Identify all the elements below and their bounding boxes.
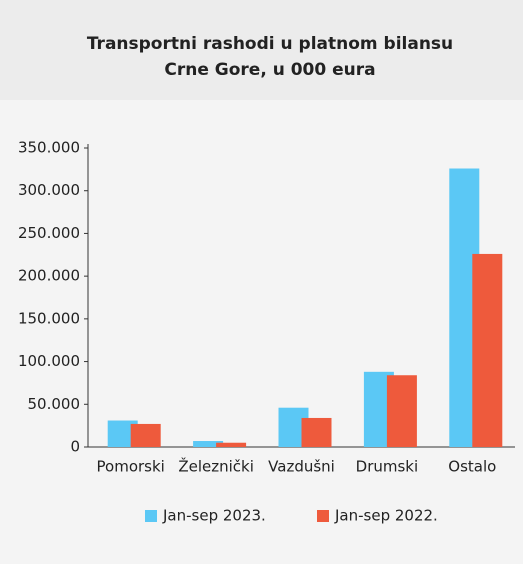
chart-title: Crne Gore, u 000 eura — [164, 60, 375, 80]
bar — [472, 253, 503, 447]
y-tick-label: 100.000 — [18, 352, 80, 370]
bar — [193, 441, 224, 447]
legend-label: Jan-sep 2022. — [334, 507, 438, 525]
legend-swatch — [145, 510, 157, 522]
x-tick-label: Ostalo — [448, 458, 496, 476]
bar — [216, 442, 247, 447]
y-tick-label: 300.000 — [18, 181, 80, 199]
legend-label: Jan-sep 2023. — [162, 507, 266, 525]
legend-swatch — [317, 510, 329, 522]
y-tick-label: 0 — [70, 438, 80, 456]
bar — [301, 417, 332, 447]
y-tick-label: 250.000 — [18, 224, 80, 242]
chart-title: Transportni rashodi u platnom bilansu — [87, 34, 453, 54]
y-tick-label: 150.000 — [18, 309, 80, 327]
bar — [386, 375, 417, 447]
y-tick-label: 200.000 — [18, 267, 80, 285]
x-tick-label: Pomorski — [97, 458, 165, 476]
y-tick-label: 50.000 — [28, 395, 81, 413]
x-tick-label: Drumski — [356, 458, 419, 476]
title-band — [0, 0, 523, 100]
y-tick-label: 350.000 — [18, 139, 80, 157]
bar — [130, 423, 161, 447]
x-tick-label: Vazdušni — [268, 458, 335, 476]
x-tick-label: Železnički — [178, 457, 254, 476]
